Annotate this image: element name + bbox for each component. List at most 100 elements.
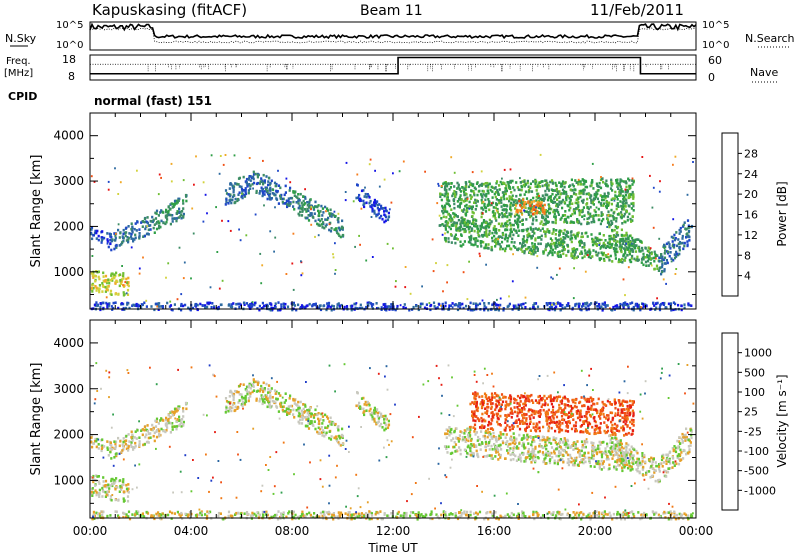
heatmap-cell (537, 242, 540, 246)
heatmap-cell (302, 407, 305, 411)
heatmap-cell (130, 227, 133, 231)
heatmap-cell (519, 400, 522, 403)
heatmap-cell (204, 304, 207, 307)
freq-tick-bottom: 8 (68, 70, 75, 83)
heatmap-cell (466, 223, 469, 226)
heatmap-cell (97, 443, 100, 446)
heatmap-cell (659, 180, 661, 183)
heatmap-cell (101, 489, 104, 492)
heatmap-cell (560, 239, 563, 242)
heatmap-cell (567, 302, 570, 305)
heatmap-cell (491, 186, 494, 189)
heatmap-cell (318, 432, 321, 435)
heatmap-cell (249, 395, 252, 398)
heatmap-cell (475, 219, 478, 222)
heatmap-cell (287, 412, 290, 415)
heatmap-cell (313, 212, 316, 215)
heatmap-cell (158, 305, 161, 308)
heatmap-cell (244, 187, 247, 190)
heatmap-cell (571, 247, 574, 251)
heatmap-cell (498, 188, 501, 191)
heatmap-cell (502, 233, 505, 236)
heatmap-cell (292, 408, 295, 412)
heatmap-cell (632, 242, 635, 245)
heatmap-cell (298, 199, 301, 202)
heatmap-cell (136, 169, 138, 172)
heatmap-cell (680, 308, 683, 312)
heatmap-cell (550, 188, 553, 191)
heatmap-cell (552, 200, 555, 204)
heatmap-cell (308, 200, 311, 204)
heatmap-cell (649, 251, 652, 255)
heatmap-cell (561, 182, 564, 185)
heatmap-cell (559, 304, 562, 307)
heatmap-cell (482, 183, 485, 186)
heatmap-cell (540, 180, 543, 183)
heatmap-cell (292, 288, 295, 291)
heatmap-cell (690, 304, 693, 307)
heatmap-cell (444, 238, 447, 242)
heatmap-cell (110, 239, 114, 243)
heatmap-cell (101, 438, 104, 441)
heatmap-cell (189, 308, 192, 312)
heatmap-cell (480, 207, 484, 210)
heatmap-cell (162, 429, 165, 433)
heatmap-cell (142, 256, 144, 259)
heatmap-cell (469, 301, 472, 305)
heatmap-cell (621, 242, 624, 245)
heatmap-cell (679, 226, 682, 230)
heatmap-cell (626, 188, 629, 192)
heatmap-cell (600, 238, 603, 241)
heatmap-cell (488, 396, 491, 399)
heatmap-cell (329, 214, 332, 218)
heatmap-cell (171, 202, 174, 206)
heatmap-cell (290, 404, 294, 408)
heatmap-cell (102, 480, 105, 483)
heatmap-cell (99, 302, 102, 305)
heatmap-cell (535, 206, 537, 209)
heatmap-cell (326, 415, 329, 418)
heatmap-cell (474, 208, 477, 211)
heatmap-cell (536, 427, 539, 430)
heatmap-cell (276, 190, 279, 193)
heatmap-cell (482, 219, 486, 222)
heatmap-cell (230, 409, 233, 413)
heatmap-cell (364, 192, 367, 196)
heatmap-cell (284, 302, 287, 306)
heatmap-cell (562, 245, 565, 248)
beam-label: Beam 11 (360, 3, 423, 19)
heatmap-cell (256, 307, 259, 310)
heatmap-cell (118, 444, 121, 448)
heatmap-cell (244, 398, 247, 402)
heatmap-cell (550, 402, 553, 406)
heatmap-cell (307, 417, 310, 420)
heatmap-cell (158, 429, 161, 433)
heatmap-cell (497, 238, 499, 241)
heatmap-cell (672, 301, 675, 304)
heatmap-cell (607, 214, 610, 217)
heatmap-cell (551, 408, 555, 412)
heatmap-cell (623, 212, 626, 216)
heatmap-cell (365, 201, 368, 205)
heatmap-cell (256, 383, 259, 386)
heatmap-cell (132, 446, 135, 449)
heatmap-cell (559, 185, 562, 188)
heatmap-cell (358, 193, 361, 197)
heatmap-cell (611, 197, 614, 200)
heatmap-cell (179, 423, 182, 426)
heatmap-cell (221, 279, 224, 282)
heatmap-cell (357, 196, 360, 199)
heatmap-cell (480, 183, 483, 186)
heatmap-cell (544, 232, 547, 235)
heatmap-cell (122, 232, 125, 236)
heatmap-cell (531, 230, 534, 233)
heatmap-cell (324, 433, 327, 436)
heatmap-cell (656, 267, 659, 270)
heatmap-cell (600, 219, 603, 223)
heatmap-cell (125, 239, 128, 242)
heatmap-cell (554, 215, 557, 218)
heatmap-cell (509, 168, 512, 171)
heatmap-cell (480, 198, 483, 202)
heatmap-cell (451, 224, 454, 227)
heatmap-cell (118, 490, 121, 493)
